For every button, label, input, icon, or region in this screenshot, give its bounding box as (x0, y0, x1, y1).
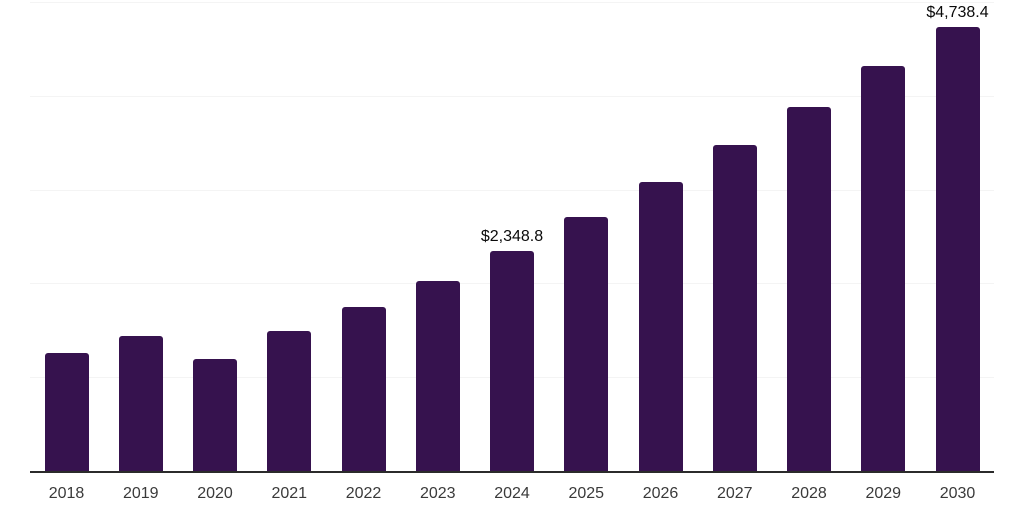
x-tick-label: 2028 (791, 485, 827, 502)
bar-2023 (415, 281, 460, 471)
x-tick-label: 2019 (122, 485, 159, 502)
x-tick-label: 2022 (345, 485, 382, 502)
x-tick-label: 2030 (939, 485, 976, 502)
x-tick-label: 2026 (642, 485, 679, 502)
bar-2022 (341, 306, 386, 471)
data-label-2030: $4,738.4 (926, 3, 989, 21)
x-tick-label: 2027 (716, 485, 753, 502)
bar-2028 (787, 107, 831, 471)
bar-2030 (935, 26, 980, 471)
gridline (30, 2, 994, 3)
x-axis-line (30, 471, 994, 473)
bar-2026 (638, 182, 683, 471)
bar-2027 (712, 145, 757, 471)
gridline (30, 95, 994, 97)
bar-2029 (861, 66, 906, 471)
bar-2019 (118, 336, 163, 471)
data-label-2024: $2,348.8 (480, 227, 544, 245)
bar-2020 (193, 359, 237, 471)
x-tick-label: 2025 (568, 485, 605, 502)
x-tick-label: 2021 (271, 485, 308, 502)
bar-2025 (564, 216, 609, 471)
gridline (30, 189, 994, 191)
bar-2021 (267, 331, 312, 471)
x-tick-label: 2029 (865, 485, 902, 502)
x-tick-label: 2024 (494, 485, 530, 502)
bar-2018 (44, 353, 89, 471)
bar-2024 (490, 250, 534, 471)
x-tick-label: 2023 (419, 485, 456, 502)
x-tick-label: 2018 (48, 485, 85, 502)
x-tick-label: 2020 (197, 485, 233, 502)
